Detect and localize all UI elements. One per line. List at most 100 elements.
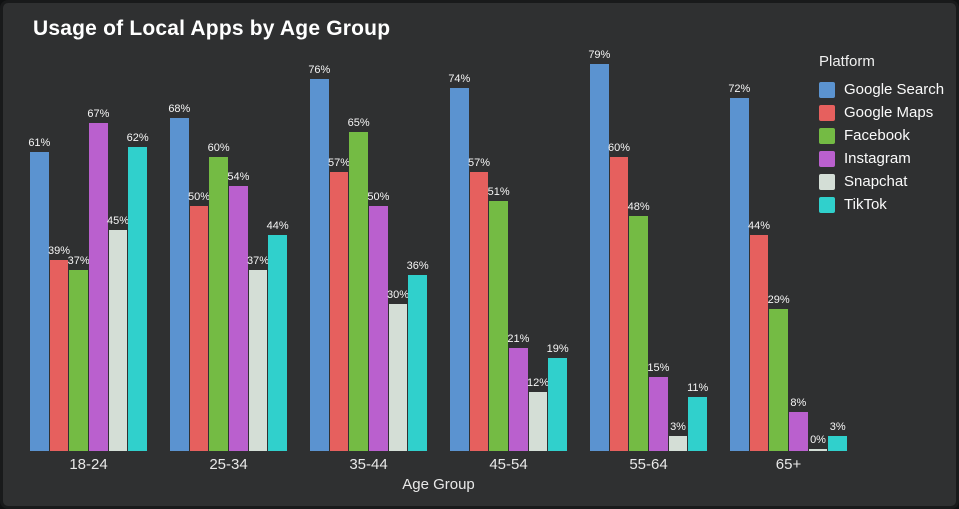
bar-snapchat-25-34: [248, 270, 268, 451]
legend-label: Facebook: [844, 127, 910, 144]
plot-area: 61% 39% 37% 67% 45% 62% 18-24 68% 50% 60% 54% 37% 44…: [28, 49, 848, 473]
bar-google-search-18-24: [30, 152, 49, 451]
bar-slot: 72%: [728, 83, 750, 451]
bar-slot: 61%: [28, 137, 50, 451]
bar-value-label: 79%: [588, 49, 611, 61]
bar-value-label: 3%: [829, 421, 846, 433]
bar-value-label: 62%: [126, 132, 149, 144]
legend-label: Google Maps: [844, 104, 934, 121]
bar-value-label: 54%: [227, 171, 250, 183]
bar-tiktok-55-64: [688, 397, 708, 451]
bar-google-maps-65: [749, 235, 769, 451]
bar-value-label: 51%: [487, 186, 510, 198]
bar-value-label: 0%: [810, 434, 826, 446]
bar-value-label: 61%: [28, 137, 51, 149]
legend-item-google-maps: Google Maps: [819, 101, 944, 124]
bar-facebook-65: [769, 309, 789, 451]
bar-value-label: 37%: [247, 255, 270, 267]
bar-facebook-35-44: [349, 132, 369, 451]
legend-item-instagram: Instagram: [819, 147, 944, 170]
bar-value-label: 65%: [347, 117, 370, 129]
bar-tiktok-25-34: [268, 235, 288, 451]
bar-slot: 57%: [468, 157, 490, 451]
legend-title: Platform: [819, 53, 875, 70]
bar-slot: 48%: [628, 201, 650, 451]
bar-value-label: 12%: [527, 377, 550, 389]
bar-google-maps-35-44: [329, 172, 349, 451]
bar-slot: 37%: [247, 255, 269, 451]
bar-tiktok-65: [828, 436, 848, 451]
legend-label: Instagram: [844, 150, 911, 167]
bar-google-search-35-44: [310, 79, 329, 451]
bar-value-label: 45%: [107, 215, 130, 227]
bar-tiktok-35-44: [408, 275, 428, 451]
bar-value-label: 3%: [670, 421, 686, 433]
bar-slot: 68%: [168, 103, 190, 451]
bar-value-label: 50%: [187, 191, 211, 203]
bar-snapchat-55-64: [668, 436, 688, 451]
bar-tiktok-45-54: [548, 358, 568, 451]
bar-facebook-25-34: [209, 157, 229, 451]
bar-google-maps-45-54: [469, 172, 489, 451]
bar-slot: 11%: [687, 382, 708, 451]
bar-slot: 60%: [208, 142, 230, 451]
legend: Platform Google Search Google Maps Faceboo…: [819, 53, 944, 216]
legend-swatch-facebook: [819, 127, 835, 144]
bar-value-label: 21%: [507, 333, 530, 345]
bar-slot: 0%: [808, 434, 828, 451]
bar-group-18-24: 61% 39% 37% 67% 45% 62% 18-24: [28, 108, 149, 473]
bar-slot: 45%: [107, 215, 129, 451]
bar-slot: 3%: [828, 421, 848, 451]
bar-slot: 44%: [748, 220, 770, 451]
bar-slot: 21%: [507, 333, 529, 451]
bar-slot: 57%: [328, 157, 350, 451]
bar-value-label: 76%: [308, 64, 331, 76]
x-tick-label-45-54: 45-54: [489, 456, 528, 473]
bar-value-label: 8%: [790, 397, 807, 409]
bar-slot: 50%: [367, 191, 389, 451]
bar-slot: 39%: [48, 245, 70, 451]
x-tick-label-18-24: 18-24: [69, 456, 108, 473]
bar-slot: 12%: [527, 377, 549, 451]
bar-instagram-45-54: [509, 348, 528, 451]
bar-snapchat-45-54: [528, 392, 548, 451]
bar-slot: 67%: [87, 108, 109, 451]
legend-item-google-search: Google Search: [819, 78, 944, 101]
legend-item-snapchat: Snapchat: [819, 170, 944, 193]
x-tick-label-65: 65+: [775, 456, 802, 473]
bar-slot: 3%: [668, 421, 688, 451]
bar-value-label: 50%: [367, 191, 390, 203]
bar-value-label: 57%: [467, 157, 491, 169]
bar-value-label: 39%: [47, 245, 71, 257]
legend-swatch-instagram: [819, 150, 835, 167]
bar-snapchat-65: [808, 449, 828, 451]
bar-value-label: 48%: [627, 201, 650, 213]
bar-value-label: 72%: [728, 83, 751, 95]
x-tick-label-55-64: 55-64: [629, 456, 668, 473]
bar-value-label: 67%: [87, 108, 110, 120]
bar-value-label: 29%: [767, 294, 790, 306]
x-tick-label-25-34: 25-34: [209, 456, 248, 473]
bar-instagram-35-44: [369, 206, 388, 451]
bar-slot: 30%: [387, 289, 409, 451]
bar-facebook-45-54: [489, 201, 509, 451]
bar-value-label: 11%: [687, 382, 709, 394]
x-axis-title: Age Group: [402, 476, 475, 493]
legend-swatch-tiktok: [819, 196, 835, 213]
bar-group-55-64: 79% 60% 48% 15% 3% 11% 55-64: [588, 49, 708, 473]
bar-group-35-44: 76% 57% 65% 50% 30% 36% 35-44: [308, 64, 428, 473]
bar-slot: 15%: [647, 362, 669, 451]
bar-value-label: 44%: [747, 220, 771, 232]
bar-value-label: 60%: [607, 142, 631, 154]
bar-group-45-54: 74% 57% 51% 21% 12% 19% 45-54: [448, 73, 568, 473]
bar-instagram-18-24: [89, 123, 108, 451]
bar-instagram-25-34: [229, 186, 248, 451]
bar-snapchat-35-44: [388, 304, 408, 451]
bar-slot: 62%: [127, 132, 149, 451]
bar-group-25-34: 68% 50% 60% 54% 37% 44% 25-34: [168, 103, 288, 473]
bar-google-search-65: [730, 98, 749, 451]
legend-label: Snapchat: [844, 173, 908, 190]
bar-google-maps-55-64: [609, 157, 629, 451]
bar-google-search-55-64: [590, 64, 609, 451]
